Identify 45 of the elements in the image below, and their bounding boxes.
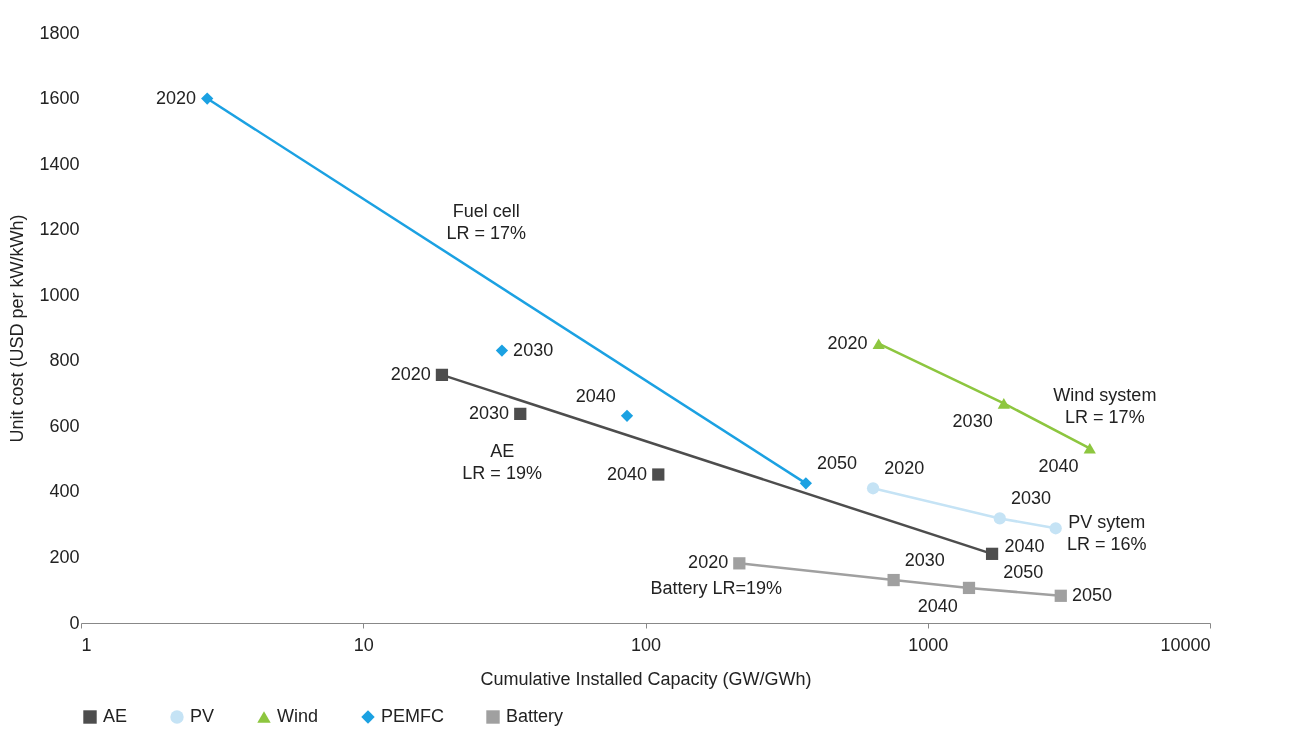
y-tick-label: 1000 [39, 284, 80, 305]
y-tick-label: 800 [49, 350, 80, 371]
annotation: 2030 [904, 550, 945, 571]
legend-label: Battery [506, 706, 564, 726]
annotation: 2020 [155, 87, 197, 108]
x-tick-label: 1000 [908, 634, 949, 655]
x-tick-label: 100 [630, 634, 662, 655]
x-tick-label: 10000 [1160, 634, 1211, 655]
annotation: 2040 [575, 385, 616, 406]
annotation: 2030 [513, 339, 554, 360]
annotation: 2040 [1038, 456, 1079, 477]
annotation: Battery LR=19% [650, 577, 783, 598]
legend-label: PEMFC [381, 706, 444, 726]
annotation: 2040 [607, 463, 648, 484]
y-tick-label: 1600 [39, 88, 80, 109]
x-tick-label: 10 [353, 634, 374, 655]
annotation: 2020 [827, 332, 868, 353]
y-tick-label: 1800 [39, 22, 80, 43]
annotation: 2050 [817, 453, 858, 474]
legend-label: AE [103, 706, 128, 726]
y-axis-title: Unit cost (USD per kW/kWh) [7, 214, 28, 443]
x-tick-label: 1 [81, 634, 92, 655]
annotation: 2040 [1004, 536, 1045, 557]
y-tick-label: 600 [49, 415, 80, 436]
y-tick-label: 400 [49, 481, 80, 502]
annotation: 2030 [952, 411, 993, 432]
legend-label: PV [190, 706, 215, 726]
annotation: 2030 [1010, 488, 1052, 509]
annotation: PV sytem LR = 16% [1067, 512, 1147, 555]
y-tick-label: 0 [69, 612, 80, 633]
annotation: 2050 [1003, 561, 1044, 582]
legend-label: Wind [277, 706, 319, 726]
annotation: 2030 [469, 402, 510, 423]
y-tick-label: 1400 [39, 153, 80, 174]
y-tick-label: 1200 [39, 219, 80, 240]
annotation: 2050 [1071, 584, 1112, 605]
annotation: AE LR = 19% [462, 440, 542, 483]
annotation: Wind system LR = 17% [1053, 385, 1157, 428]
annotation: 2040 [917, 595, 958, 616]
annotation: 2020 [884, 458, 925, 479]
y-tick-label: 200 [49, 546, 80, 567]
annotation: Fuel cell LR = 17% [446, 201, 527, 244]
annotation: 2020 [688, 552, 729, 573]
annotation: 2020 [390, 363, 431, 384]
x-axis-title: Cumulative Installed Capacity (GW/GWh) [480, 668, 812, 689]
